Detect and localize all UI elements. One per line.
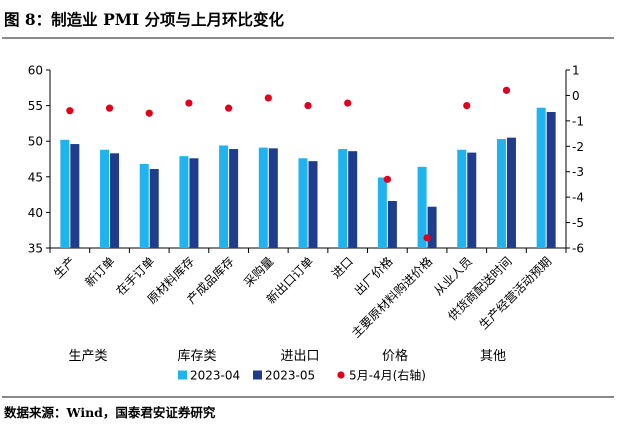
bar-2023-04: [457, 149, 467, 248]
bar-2023-04: [536, 107, 546, 249]
bar-2023-05: [149, 168, 159, 248]
bar-2023-04: [139, 163, 149, 248]
source-note: 数据来源：Wind，国泰君安证券研究: [4, 405, 216, 420]
bar-2023-04: [100, 149, 110, 248]
diff-point: [383, 175, 391, 183]
diff-point: [145, 109, 153, 117]
diff-point: [304, 102, 312, 110]
group-label: 生产类: [68, 349, 107, 364]
right-tick-label: -5: [572, 216, 584, 230]
bar-2023-05: [467, 152, 477, 248]
right-tick-label: 1: [572, 64, 580, 78]
legend-label: 2023-05: [265, 369, 315, 383]
left-tick-label: 50: [28, 135, 43, 149]
bar-2023-05: [348, 151, 358, 248]
diff-point: [463, 102, 471, 110]
diff-point: [185, 99, 193, 107]
category-label: 生产: [51, 254, 78, 281]
bar-2023-05: [189, 158, 199, 248]
left-tick-label: 60: [28, 64, 43, 78]
bar-2023-04: [338, 149, 348, 248]
diff-point: [264, 94, 272, 102]
diff-point: [105, 104, 114, 112]
left-tick-label: 40: [28, 206, 43, 220]
bar-2023-04: [377, 177, 387, 248]
bar-2023-05: [229, 149, 239, 248]
bar-2023-05: [427, 206, 437, 248]
category-label: 进口: [329, 254, 356, 281]
group-label: 价格: [382, 348, 408, 364]
right-tick-label: 0: [572, 89, 580, 103]
right-tick-label: -2: [572, 140, 584, 154]
bar-2023-04: [298, 158, 308, 248]
left-tick-label: 55: [28, 99, 43, 113]
group-label: 其他: [480, 349, 506, 364]
bar-2023-04: [219, 145, 229, 248]
legend-label: 5月-4月(右轴): [349, 368, 426, 383]
bar-2023-04: [258, 147, 268, 248]
legend-swatch-2023-04: [178, 370, 187, 380]
chart-title: 图 8：制造业 PMI 分项与上月环比变化: [4, 10, 285, 29]
bar-2023-04: [60, 139, 70, 248]
right-tick-label: -1: [572, 114, 584, 128]
left-tick-label: 35: [28, 242, 43, 256]
bar-2023-05: [110, 153, 120, 248]
bar-2023-04: [496, 139, 506, 248]
right-tick-label: -3: [572, 165, 584, 179]
bar-2023-05: [268, 148, 278, 248]
bar-2023-05: [387, 201, 397, 248]
diff-point: [66, 107, 74, 115]
left-tick-label: 45: [28, 170, 43, 184]
bar-2023-05: [70, 144, 80, 248]
bar-2023-05: [546, 112, 556, 249]
right-tick-label: -4: [572, 191, 584, 205]
diff-point: [225, 104, 233, 112]
bar-2023-04: [179, 156, 189, 248]
legend-swatch-2023-05: [253, 370, 262, 380]
legend-swatch-diff: [337, 371, 345, 379]
category-label: 采购量: [240, 254, 276, 290]
diff-point: [502, 86, 511, 94]
legend-label: 2023-04: [190, 369, 240, 383]
source-divider: [2, 396, 614, 398]
group-label: 进出口: [280, 349, 319, 364]
bar-2023-05: [506, 137, 516, 248]
category-label: 生产经营活动预期: [476, 254, 554, 332]
bar-2023-04: [417, 166, 427, 248]
diff-point: [344, 99, 352, 107]
title-divider: [2, 37, 614, 39]
right-tick-label: -6: [572, 242, 584, 256]
bar-2023-05: [308, 161, 318, 248]
group-label: 库存类: [177, 348, 216, 364]
diff-point: [423, 234, 431, 242]
category-label: 新订单: [82, 254, 118, 290]
